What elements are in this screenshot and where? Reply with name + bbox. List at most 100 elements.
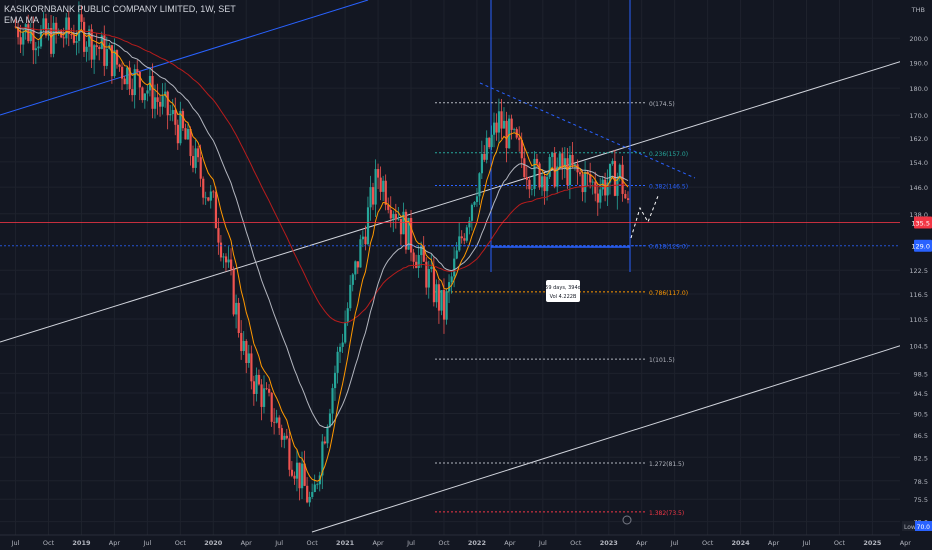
chart-header: KASIKORNBANK PUBLIC COMPANY LIMITED, 1W,… [4,4,236,26]
candle-body [126,67,129,85]
candle-body [525,177,528,180]
candle-body [181,111,185,129]
fib-label: 0.236(157.0) [649,151,688,158]
candle-body [82,21,86,52]
candle-body [410,217,413,253]
candle-body [280,428,283,440]
candle-body [404,211,408,250]
candle-body [232,269,235,315]
x-tick-label: Apr [109,539,121,547]
annotation-line1: 59 days, 394d [545,285,581,291]
candle-body [495,122,498,133]
x-tick-label: 2023 [600,539,618,547]
candle-body [77,14,81,42]
candle-body [37,46,40,49]
measure-annotation: 59 days, 394d Vol 4.222B [545,280,581,302]
candle-body [571,154,574,166]
candle-body [250,353,253,382]
candle-body [589,174,592,183]
candle-body [209,191,212,201]
candle-body [497,111,501,133]
candle-body [573,164,577,166]
candle-body [326,426,329,444]
candle-body [584,171,587,193]
x-tick-label: 2020 [204,539,223,547]
x-tick-label: Oct [307,539,319,547]
candle-body [237,302,240,333]
x-tick-label: 2019 [72,539,91,547]
candle-body [530,188,534,190]
candle-body [594,181,597,194]
candle-body [371,187,375,205]
x-tick-label: Apr [241,539,253,547]
candle-body [518,137,521,141]
candle-body [98,47,101,49]
candle-body [290,469,294,476]
y-tick-label: 104.5 [909,342,928,350]
candle-body [548,157,551,177]
candle-body [351,274,354,285]
candle-body [478,173,481,197]
annotation-box [546,280,580,302]
candle-body [435,284,438,303]
candle-body [306,485,309,503]
fib-label: 0.618(129.0) [649,244,688,251]
candle-body [141,87,144,101]
candle-body [70,34,73,36]
candle-body [301,463,304,489]
candle-body [546,176,549,192]
candle-body [242,341,245,352]
candle-body [128,67,131,90]
candle-body [230,259,233,270]
candle-body [427,269,430,288]
candle-body [321,441,324,476]
x-tick-label: Jul [142,539,151,547]
candle-body [131,89,134,96]
candle-body [599,189,602,203]
candle-body [308,496,311,503]
candle-body [389,209,392,219]
candle-body [356,261,359,268]
candle-body [611,160,614,164]
y-tick-label: 86.5 [914,432,928,440]
y-axis-bg [900,0,932,550]
candle-body [505,120,508,149]
candle-body [80,14,83,22]
y-tick-label: 122.5 [909,267,928,275]
y-tick-label: 170.0 [909,112,928,120]
candle-body [407,217,410,250]
candle-body [222,256,225,258]
candle-body [161,95,164,107]
drawn-lines [0,0,913,533]
candle-body [32,29,35,51]
candle-body [189,129,192,157]
candle-body [323,441,327,444]
candle-body [268,388,271,393]
candle-body [176,124,179,144]
candle-body [262,388,266,407]
candle-body [270,392,273,422]
candle-body [541,176,544,188]
candle-body [366,207,370,245]
candle-body [626,198,630,200]
price-tag-label: 135.5 [911,219,930,227]
candle-body [192,156,195,168]
candle-body [136,69,139,72]
candle-body [344,322,347,343]
candle-body [169,114,172,116]
candle-body [354,261,357,275]
low-value-bg [915,521,932,531]
candle-body [608,163,612,183]
candle-body [415,261,418,268]
candle-body [425,261,428,288]
price-tag-label: 129.0 [911,243,930,251]
y-tick-label: 180.0 [909,85,928,93]
fib-label: 1.272(81.5) [649,461,684,468]
candle-body [62,37,65,39]
candle-body [186,129,190,140]
candle-body [202,178,205,198]
candle-body [341,342,344,347]
candle-body [624,193,627,199]
